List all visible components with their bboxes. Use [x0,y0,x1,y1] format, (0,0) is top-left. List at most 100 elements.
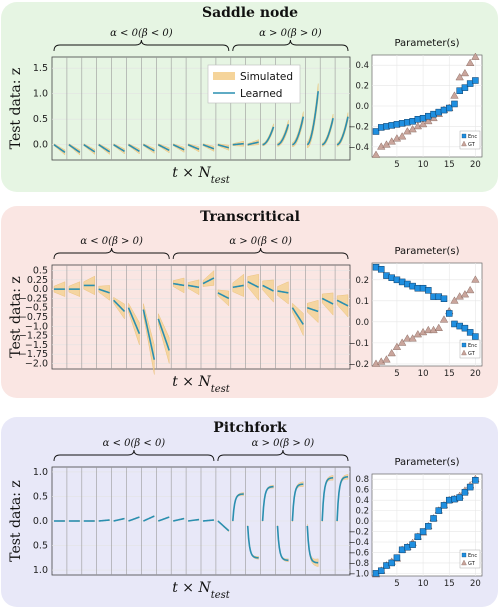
left-brace-label: α < 0(β < 0) [103,438,166,449]
params-y-tick: 0.2 [355,82,369,92]
right-brace [217,449,349,462]
right-brace-label: α > 0(β > 0) [259,28,322,39]
learned-line [187,143,200,151]
params-title: Parameter(s) [394,457,459,468]
params-x-tick: 5 [394,160,399,170]
params-y-tick: 0.0 [355,102,369,112]
learned-line [307,306,319,313]
learned-line [262,284,274,292]
params-y-tick: −0.1 [348,339,369,349]
learned-line [128,516,140,522]
enc-marker [461,324,469,332]
params-legend-enc-swatch [461,552,467,558]
params-legend-gt-swatch [461,349,467,356]
learned-line [172,143,185,151]
gt-marker [434,323,443,331]
learned-line [113,144,125,153]
y-axis-label: Test data: z [8,480,24,562]
left-brace-label: α < 0(β > 0) [80,236,143,247]
gt-marker [424,325,433,334]
params-y-tick: 0.2 [355,276,369,286]
learned-line [187,284,200,289]
params-x-tick: 10 [418,369,429,379]
learned-line [142,309,156,360]
y-tick-label: 0.5 [33,491,48,502]
gt-marker [403,334,412,342]
learned-line [217,292,230,300]
y-tick-label: −1.75 [19,349,48,360]
learned-line [157,318,170,351]
legend-simulated-swatch [213,72,235,80]
enc-marker [472,77,479,84]
learned-line [336,476,349,522]
learned-line [306,91,319,146]
y-tick-label: 0.25 [27,275,48,286]
enc-marker [377,567,385,575]
learned-line [143,144,155,152]
learned-line [232,142,244,146]
params-legend-enc-label: Enc [468,343,477,349]
learned-line [127,307,141,335]
params-y-tick: −0.4 [348,143,369,153]
right-brace [172,247,349,260]
simulated-band [336,112,349,147]
params-y-tick: 0.1 [355,297,369,307]
y-tick-label: 0.0 [33,140,48,151]
simulated-band [336,294,349,318]
enc-marker [425,523,432,530]
gt-marker [429,113,438,122]
left-brace [53,39,230,52]
params-y-tick: −0.2 [348,122,369,132]
gt-marker [398,132,407,140]
panel-transcritical: Transcritical0.50.250.0−0.25−0.5−0.75−1.… [1,206,498,398]
enc-marker [440,295,448,302]
gt-marker [398,338,407,346]
params-x-tick: 20 [470,160,481,170]
learned-line [306,525,319,564]
learned-line [158,516,170,522]
y-tick-label: −1.5 [25,340,48,351]
gt-marker [455,73,464,81]
y-tick-label: 0.0 [33,284,48,295]
params-y-tick: 0.4 [355,61,369,71]
y-tick-label: 1.0 [33,467,48,478]
params-title: Parameter(s) [394,246,459,257]
params-y-tick: −0.6 [348,548,369,558]
learned-line [246,525,259,559]
enc-marker [445,104,453,112]
legend-box [207,64,301,104]
panel-title: Pitchfork [213,420,287,436]
learned-line [113,517,125,522]
y-axis-label: Test data: z [8,68,24,150]
learned-line [113,299,126,312]
params-x-tick: 10 [418,160,429,170]
y-axis-label: Test data: z [8,276,24,358]
learned-line [217,520,230,532]
params-x-tick: 10 [418,579,429,589]
params-y-tick: −1.0 [348,569,369,579]
learned-line [321,477,334,522]
params-legend-gt-label: GT [468,351,476,357]
enc-marker [440,502,448,509]
gt-marker [408,334,417,342]
learned-line [277,290,289,294]
params-x-tick: 20 [470,369,481,379]
y-tick-label: 0.5 [33,114,48,125]
enc-marker [472,333,479,340]
learned-line [292,116,305,146]
left-brace-label: α < 0(β < 0) [110,28,173,39]
learned-line [336,116,349,146]
simulated-band [277,281,289,305]
gt-marker [403,127,412,135]
enc-marker [466,329,474,336]
gt-marker [460,68,470,77]
gt-marker [439,315,449,323]
gt-marker [466,285,475,294]
y-tick-label: 1.0 [33,565,48,576]
params-y-tick: 0.0 [355,318,369,328]
params-legend-gt-swatch [461,559,467,566]
learned-line [202,143,215,150]
params-legend-gt-label: GT [468,561,476,567]
